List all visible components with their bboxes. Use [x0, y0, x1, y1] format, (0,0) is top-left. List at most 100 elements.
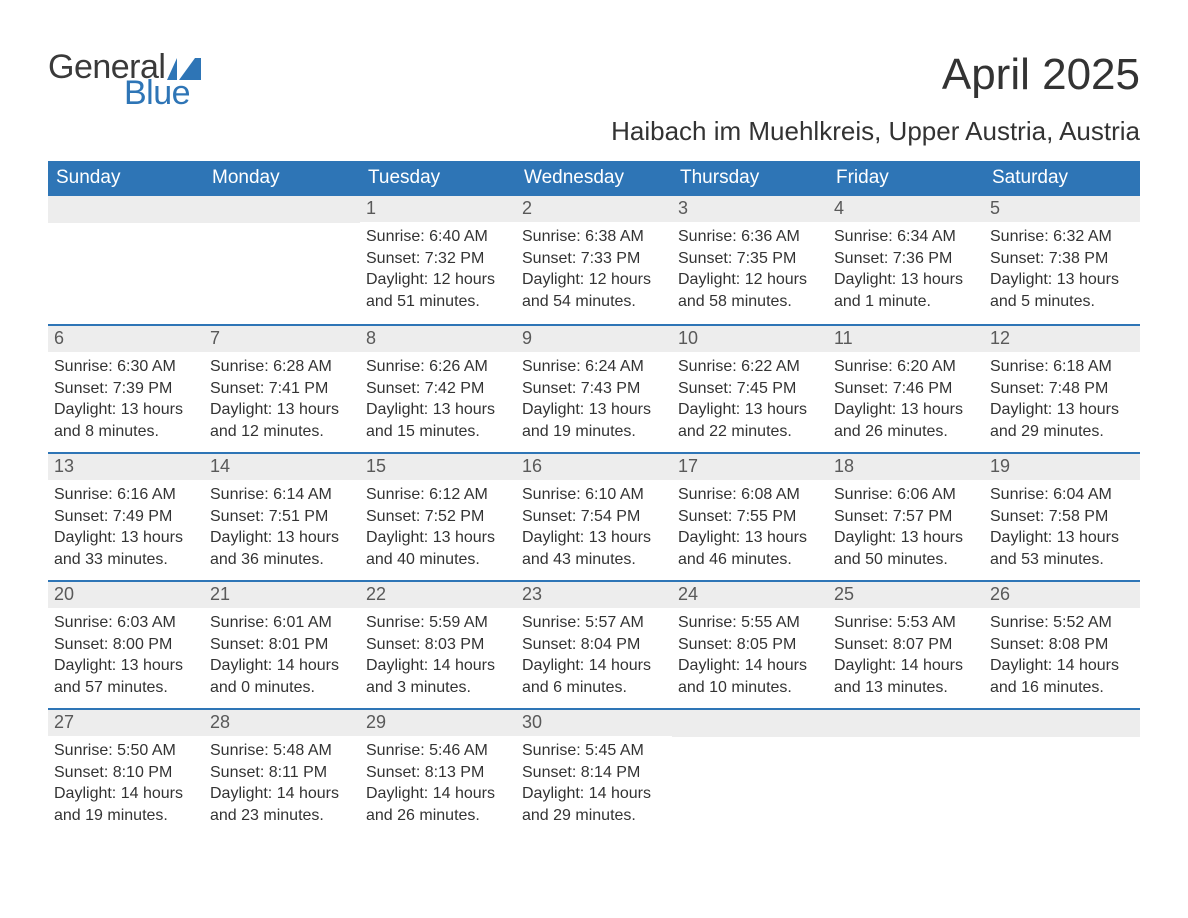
daylight-text: Daylight: 14 hours and 10 minutes.	[678, 655, 822, 698]
day-number: 20	[48, 582, 204, 608]
day-number: 2	[516, 196, 672, 222]
dow-cell: Wednesday	[516, 161, 672, 196]
sunset-text: Sunset: 8:08 PM	[990, 634, 1134, 656]
day-cell: 26Sunrise: 5:52 AMSunset: 8:08 PMDayligh…	[984, 582, 1140, 708]
day-number: 23	[516, 582, 672, 608]
day-cell: 7Sunrise: 6:28 AMSunset: 7:41 PMDaylight…	[204, 326, 360, 452]
dow-cell: Tuesday	[360, 161, 516, 196]
sunrise-text: Sunrise: 6:04 AM	[990, 484, 1134, 506]
daylight-text: Daylight: 13 hours and 15 minutes.	[366, 399, 510, 442]
daylight-text: Daylight: 13 hours and 29 minutes.	[990, 399, 1134, 442]
sunrise-text: Sunrise: 6:32 AM	[990, 226, 1134, 248]
daylight-text: Daylight: 14 hours and 26 minutes.	[366, 783, 510, 826]
daylight-text: Daylight: 14 hours and 0 minutes.	[210, 655, 354, 698]
sunrise-text: Sunrise: 6:40 AM	[366, 226, 510, 248]
daylight-text: Daylight: 13 hours and 26 minutes.	[834, 399, 978, 442]
page-title: April 2025	[942, 50, 1140, 100]
daylight-text: Daylight: 12 hours and 54 minutes.	[522, 269, 666, 312]
day-cell: 25Sunrise: 5:53 AMSunset: 8:07 PMDayligh…	[828, 582, 984, 708]
day-cell: 3 Sunrise: 6:36 AMSunset: 7:35 PMDaylight…	[672, 196, 828, 324]
day-number: 29	[360, 710, 516, 736]
day-cell: 11 Sunrise: 6:20 AMSunset: 7:46 PMDayligh…	[828, 326, 984, 452]
daylight-text: Daylight: 13 hours and 57 minutes.	[54, 655, 198, 698]
sunset-text: Sunset: 7:35 PM	[678, 248, 822, 270]
day-number: 10	[672, 326, 828, 352]
sunset-text: Sunset: 8:01 PM	[210, 634, 354, 656]
sunset-text: Sunset: 7:57 PM	[834, 506, 978, 528]
daylight-text: Daylight: 12 hours and 58 minutes.	[678, 269, 822, 312]
day-body: Sunrise: 6:32 AMSunset: 7:38 PMDaylight:…	[984, 222, 1140, 316]
daylight-text: Daylight: 14 hours and 23 minutes.	[210, 783, 354, 826]
day-cell: 15Sunrise: 6:12 AMSunset: 7:52 PMDayligh…	[360, 454, 516, 580]
day-number: 28	[204, 710, 360, 736]
day-cell: 13Sunrise: 6:16 AMSunset: 7:49 PMDayligh…	[48, 454, 204, 580]
daylight-text: Daylight: 13 hours and 19 minutes.	[522, 399, 666, 442]
day-cell: 12Sunrise: 6:18 AMSunset: 7:48 PMDayligh…	[984, 326, 1140, 452]
day-cell: 28Sunrise: 5:48 AMSunset: 8:11 PMDayligh…	[204, 710, 360, 836]
sunrise-text: Sunrise: 6:20 AM	[834, 356, 978, 378]
logo-blue-text: Blue	[124, 76, 190, 110]
daylight-text: Daylight: 13 hours and 40 minutes.	[366, 527, 510, 570]
sunrise-text: Sunrise: 5:50 AM	[54, 740, 198, 762]
day-cell: 2Sunrise: 6:38 AMSunset: 7:33 PMDaylight…	[516, 196, 672, 324]
day-number: 24	[672, 582, 828, 608]
day-body: Sunrise: 6:10 AMSunset: 7:54 PMDaylight:…	[516, 480, 672, 574]
day-cell: 20Sunrise: 6:03 AMSunset: 8:00 PMDayligh…	[48, 582, 204, 708]
sunset-text: Sunset: 8:13 PM	[366, 762, 510, 784]
day-number: 1	[360, 196, 516, 222]
day-body: Sunrise: 6:03 AMSunset: 8:00 PMDaylight:…	[48, 608, 204, 702]
daylight-text: Daylight: 14 hours and 3 minutes.	[366, 655, 510, 698]
sunrise-text: Sunrise: 5:45 AM	[522, 740, 666, 762]
sunset-text: Sunset: 8:11 PM	[210, 762, 354, 784]
day-body: Sunrise: 6:40 AMSunset: 7:32 PMDaylight:…	[360, 222, 516, 316]
day-number: 12	[984, 326, 1140, 352]
day-number: 26	[984, 582, 1140, 608]
day-cell	[204, 196, 360, 324]
day-body: Sunrise: 5:45 AMSunset: 8:14 PMDaylight:…	[516, 736, 672, 830]
calendar: Sunday Monday Tuesday Wednesday Thursday…	[48, 161, 1140, 836]
header: General Blue April 2025	[48, 50, 1140, 110]
daylight-text: Daylight: 13 hours and 53 minutes.	[990, 527, 1134, 570]
sunrise-text: Sunrise: 6:28 AM	[210, 356, 354, 378]
sunrise-text: Sunrise: 6:26 AM	[366, 356, 510, 378]
day-cell: 18Sunrise: 6:06 AMSunset: 7:57 PMDayligh…	[828, 454, 984, 580]
sunrise-text: Sunrise: 6:06 AM	[834, 484, 978, 506]
day-cell: 19Sunrise: 6:04 AMSunset: 7:58 PMDayligh…	[984, 454, 1140, 580]
day-number: 7	[204, 326, 360, 352]
day-body: Sunrise: 6:12 AMSunset: 7:52 PMDaylight:…	[360, 480, 516, 574]
sunset-text: Sunset: 7:42 PM	[366, 378, 510, 400]
day-number: 18	[828, 454, 984, 480]
day-number: 9	[516, 326, 672, 352]
sunset-text: Sunset: 7:55 PM	[678, 506, 822, 528]
sunset-text: Sunset: 7:41 PM	[210, 378, 354, 400]
day-number: 3	[672, 196, 828, 222]
daylight-text: Daylight: 13 hours and 46 minutes.	[678, 527, 822, 570]
sunrise-text: Sunrise: 6:24 AM	[522, 356, 666, 378]
day-body: Sunrise: 6:06 AMSunset: 7:57 PMDaylight:…	[828, 480, 984, 574]
day-cell: 16Sunrise: 6:10 AMSunset: 7:54 PMDayligh…	[516, 454, 672, 580]
day-body: Sunrise: 6:34 AMSunset: 7:36 PMDaylight:…	[828, 222, 984, 316]
day-number: 13	[48, 454, 204, 480]
dow-cell: Saturday	[984, 161, 1140, 196]
day-cell: 5Sunrise: 6:32 AMSunset: 7:38 PMDaylight…	[984, 196, 1140, 324]
daylight-text: Daylight: 14 hours and 6 minutes.	[522, 655, 666, 698]
day-body: Sunrise: 5:53 AMSunset: 8:07 PMDaylight:…	[828, 608, 984, 702]
sunrise-text: Sunrise: 6:12 AM	[366, 484, 510, 506]
day-body: Sunrise: 6:30 AMSunset: 7:39 PMDaylight:…	[48, 352, 204, 446]
day-body: Sunrise: 6:08 AMSunset: 7:55 PMDaylight:…	[672, 480, 828, 574]
sunset-text: Sunset: 7:36 PM	[834, 248, 978, 270]
day-cell	[984, 710, 1140, 836]
day-cell	[828, 710, 984, 836]
sunrise-text: Sunrise: 6:36 AM	[678, 226, 822, 248]
day-body: Sunrise: 6:22 AMSunset: 7:45 PMDaylight:…	[672, 352, 828, 446]
day-number: 17	[672, 454, 828, 480]
day-cell: 8Sunrise: 6:26 AMSunset: 7:42 PMDaylight…	[360, 326, 516, 452]
day-number: 22	[360, 582, 516, 608]
day-number: 11	[828, 326, 984, 352]
daylight-text: Daylight: 13 hours and 36 minutes.	[210, 527, 354, 570]
sunrise-text: Sunrise: 5:53 AM	[834, 612, 978, 634]
day-cell: 17Sunrise: 6:08 AMSunset: 7:55 PMDayligh…	[672, 454, 828, 580]
day-body: Sunrise: 6:16 AMSunset: 7:49 PMDaylight:…	[48, 480, 204, 574]
sunset-text: Sunset: 7:46 PM	[834, 378, 978, 400]
sunset-text: Sunset: 7:52 PM	[366, 506, 510, 528]
